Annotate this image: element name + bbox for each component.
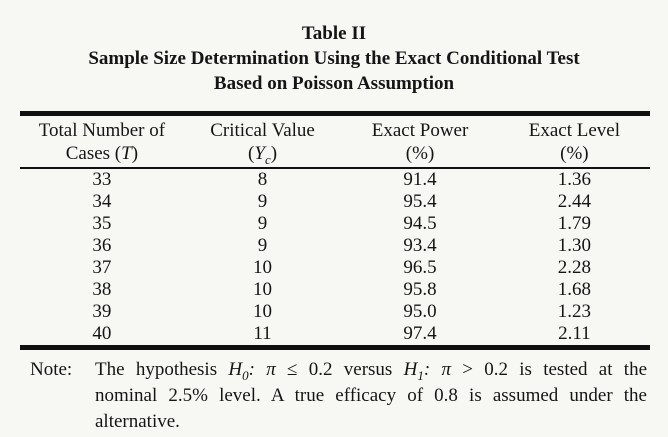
table-cell: 1.23 [557, 301, 592, 322]
table-note: Note: The hypothesis H0: π ≤ 0.2 versus … [30, 357, 648, 435]
note-label: Note: [30, 359, 73, 380]
table-row: 39 10 95.0 1.23 [20, 301, 650, 323]
table-row: 37 10 96.5 2.28 [20, 257, 650, 279]
table-cell: 1.36 [557, 169, 592, 190]
column-header-line1: Exact Power [371, 120, 469, 141]
note-text: The hypothesis H0: π ≤ 0.2 versus H1: π … [95, 357, 647, 435]
table-cell: 39 [92, 301, 112, 322]
table-number: Table II [301, 23, 367, 44]
table-cell: 1.68 [557, 279, 592, 300]
table-cell: 91.4 [403, 169, 437, 190]
table-row: 34 9 95.4 2.44 [20, 191, 650, 213]
column-header-total-cases: Total Number of Cases (T) [20, 113, 184, 169]
column-header-critical-value: Critical Value (Yc) [183, 113, 342, 169]
table-header: Total Number of Cases (T) Critical Value… [20, 113, 650, 169]
column-header-exact-level: Exact Level (%) [498, 113, 650, 169]
table-row: 40 11 97.4 2.11 [20, 323, 650, 348]
table-cell: 97.4 [403, 323, 437, 344]
table-cell: 2.28 [557, 257, 592, 278]
column-header-line2: (Yc) [248, 143, 278, 167]
column-header-line2: (%) [560, 143, 589, 164]
column-header-line2: Cases (T) [65, 143, 139, 164]
table-body: 33 8 91.4 1.36 34 9 95.4 2.44 35 9 94.5 1.79 36 9 93.4… [20, 168, 650, 348]
table-row: 35 9 94.5 1.79 [20, 213, 650, 235]
table-cell: 10 [253, 257, 273, 278]
table-cell: 8 [257, 169, 268, 190]
table-cell: 38 [92, 279, 112, 300]
note-line: The hypothesis H0: π ≤ 0.2 versus H1: π … [95, 359, 648, 383]
column-header-line1: Critical Value [210, 120, 315, 141]
table-cell: 35 [92, 213, 112, 234]
table-cell: 1.79 [557, 213, 592, 234]
table-cell: 36 [92, 235, 112, 256]
table-row: 38 10 95.8 1.68 [20, 279, 650, 301]
table-cell: 95.8 [403, 279, 437, 300]
table-cell: 11 [253, 323, 272, 344]
column-header-line1: Total Number of [38, 120, 166, 141]
table-cell: 9 [257, 191, 268, 212]
table-title: Table II Sample Size Determination Using… [0, 21, 668, 96]
table-cell: 2.44 [557, 191, 592, 212]
column-header-exact-power: Exact Power (%) [341, 113, 499, 169]
table-row: 33 8 91.4 1.36 [20, 168, 650, 191]
table-cell: 2.11 [558, 323, 591, 344]
table-cell: 94.5 [403, 213, 437, 234]
table-cell: 9 [257, 235, 268, 256]
table-title-line3: Based on Poisson Assumption [213, 73, 455, 94]
table-cell: 10 [253, 301, 273, 322]
table-cell: 1.30 [557, 235, 592, 256]
table-cell: 96.5 [403, 257, 437, 278]
table-cell: 93.4 [403, 235, 437, 256]
header-row: Total Number of Cases (T) Critical Value… [20, 113, 650, 169]
table-cell: 34 [92, 191, 112, 212]
column-header-line1: Exact Level [528, 120, 621, 141]
table-cell: 37 [92, 257, 112, 278]
table-cell: 95.4 [403, 191, 437, 212]
table-cell: 33 [92, 169, 112, 190]
table-cell: 10 [253, 279, 273, 300]
table-cell: 95.0 [403, 301, 437, 322]
data-table: Total Number of Cases (T) Critical Value… [20, 111, 650, 350]
table-cell: 9 [257, 213, 268, 234]
note-line: nominal 2.5% level. A true efficacy of 0… [95, 385, 647, 406]
table-row: 36 9 93.4 1.30 [20, 235, 650, 257]
table-title-line2: Sample Size Determination Using the Exac… [88, 48, 580, 69]
column-header-line2: (%) [405, 143, 435, 164]
note-line: alternative. [95, 411, 180, 432]
table-cell: 40 [92, 323, 112, 344]
